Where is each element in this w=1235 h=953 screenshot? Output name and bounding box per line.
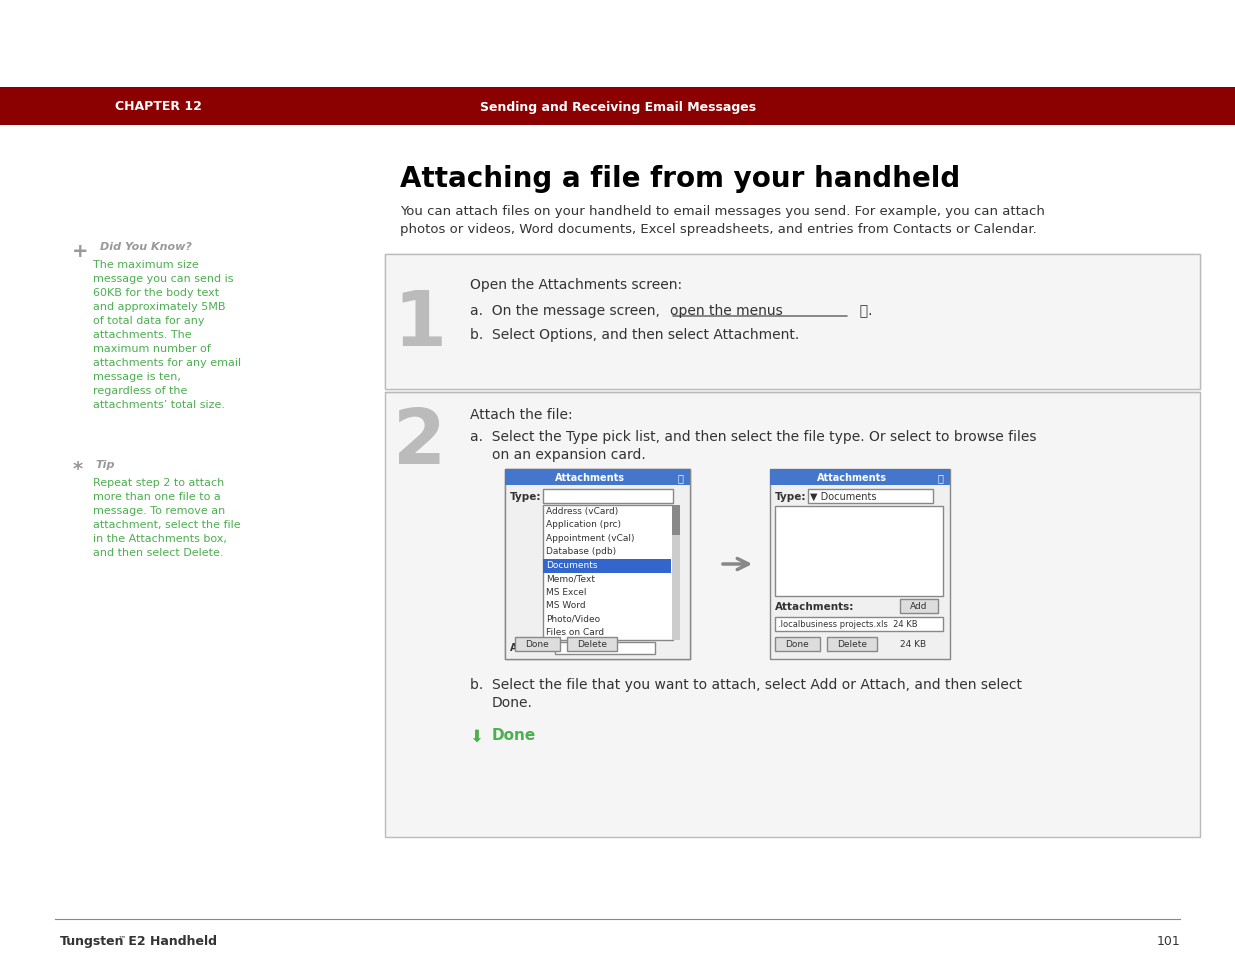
Text: Attachments: Attachments — [818, 473, 887, 482]
Text: Delete: Delete — [577, 639, 606, 649]
Bar — [827, 638, 877, 651]
Text: ⓘ: ⓘ — [677, 473, 683, 482]
Text: Delete: Delete — [837, 639, 867, 649]
Text: Done.: Done. — [492, 696, 532, 709]
Text: Attachments:: Attachments: — [776, 601, 855, 612]
Text: Open the Attachments screen:: Open the Attachments screen: — [471, 277, 682, 292]
Text: b.  Select Options, and then select Attachment.: b. Select Options, and then select Attac… — [471, 328, 799, 341]
Bar — [808, 490, 932, 503]
Text: a.  Select the Type pick list, and then select the file type. Or select to brows: a. Select the Type pick list, and then s… — [471, 430, 1036, 443]
Text: b.  Select the file that you want to attach, select Add or Attach, and then sele: b. Select the file that you want to atta… — [471, 678, 1023, 691]
Bar — [776, 506, 944, 597]
Bar — [543, 559, 671, 573]
Bar — [769, 470, 950, 659]
Text: Documents: Documents — [546, 560, 598, 569]
Text: Done: Done — [492, 727, 536, 742]
Text: Attaching a file from your handheld: Attaching a file from your handheld — [400, 165, 961, 193]
Bar — [900, 599, 939, 614]
Text: Memo/Text: Memo/Text — [546, 574, 595, 583]
Text: a.  On the message screen,: a. On the message screen, — [471, 304, 664, 317]
Bar — [385, 254, 1200, 390]
Text: ▼ Documents: ▼ Documents — [810, 492, 877, 501]
Text: Photo/Video: Photo/Video — [546, 615, 600, 623]
Text: 101: 101 — [1156, 934, 1179, 947]
Text: on an expansion card.: on an expansion card. — [492, 448, 646, 461]
Bar — [769, 470, 950, 485]
Text: Sending and Receiving Email Messages: Sending and Receiving Email Messages — [480, 100, 756, 113]
Text: ⬇: ⬇ — [471, 727, 494, 745]
Text: ⓘ.: ⓘ. — [851, 304, 872, 317]
Bar — [543, 490, 673, 503]
Text: The maximum size
message you can send is
60KB for the body text
and approximatel: The maximum size message you can send is… — [93, 260, 241, 410]
Text: .localbusiness projects.xls  24 KB: .localbusiness projects.xls 24 KB — [778, 619, 918, 628]
Text: Attach the file:: Attach the file: — [471, 408, 573, 421]
Text: You can attach files on your handheld to email messages you send. For example, y: You can attach files on your handheld to… — [400, 205, 1045, 235]
Bar — [543, 505, 673, 640]
Text: 1: 1 — [394, 288, 447, 361]
Text: ™: ™ — [119, 934, 126, 943]
Bar — [776, 618, 944, 631]
Text: MS Word: MS Word — [546, 601, 585, 610]
Text: Add: Add — [910, 602, 927, 611]
Text: Tungsten: Tungsten — [61, 934, 125, 947]
Bar — [776, 638, 820, 651]
Bar — [385, 393, 1200, 837]
Bar — [505, 470, 690, 659]
Bar — [567, 638, 618, 651]
Bar — [0, 88, 1235, 126]
Bar — [505, 470, 690, 485]
Text: 24 KB: 24 KB — [900, 639, 926, 649]
Text: Type:: Type: — [510, 492, 541, 501]
Text: *: * — [73, 459, 83, 478]
Bar — [385, 254, 1200, 390]
Text: +: + — [72, 242, 88, 261]
Text: Repeat step 2 to attach
more than one file to a
message. To remove an
attachment: Repeat step 2 to attach more than one fi… — [93, 477, 241, 558]
Text: Database (pdb): Database (pdb) — [546, 547, 616, 556]
Text: MS Excel: MS Excel — [546, 587, 587, 597]
Text: ⓘ: ⓘ — [937, 473, 944, 482]
Text: CHAPTER 12: CHAPTER 12 — [115, 100, 201, 113]
Text: Attachi: Attachi — [510, 642, 550, 652]
Text: 2: 2 — [394, 406, 447, 479]
Bar — [505, 470, 690, 659]
Text: Did You Know?: Did You Know? — [100, 242, 191, 252]
Bar — [555, 642, 655, 655]
Text: Application (prc): Application (prc) — [546, 520, 621, 529]
Text: Attachments: Attachments — [555, 473, 625, 482]
Bar — [515, 638, 559, 651]
Text: Address (vCard): Address (vCard) — [546, 506, 619, 516]
Text: Type:: Type: — [776, 492, 806, 501]
Bar — [672, 505, 680, 640]
Text: Files on Card: Files on Card — [546, 628, 604, 637]
Text: E2 Handheld: E2 Handheld — [124, 934, 217, 947]
Bar — [672, 505, 680, 536]
Text: Done: Done — [525, 639, 548, 649]
Text: Tip: Tip — [95, 459, 115, 470]
Text: open the menus: open the menus — [671, 304, 783, 317]
Bar — [385, 254, 1200, 390]
Text: Done: Done — [785, 639, 809, 649]
Text: Appointment (vCal): Appointment (vCal) — [546, 534, 635, 542]
